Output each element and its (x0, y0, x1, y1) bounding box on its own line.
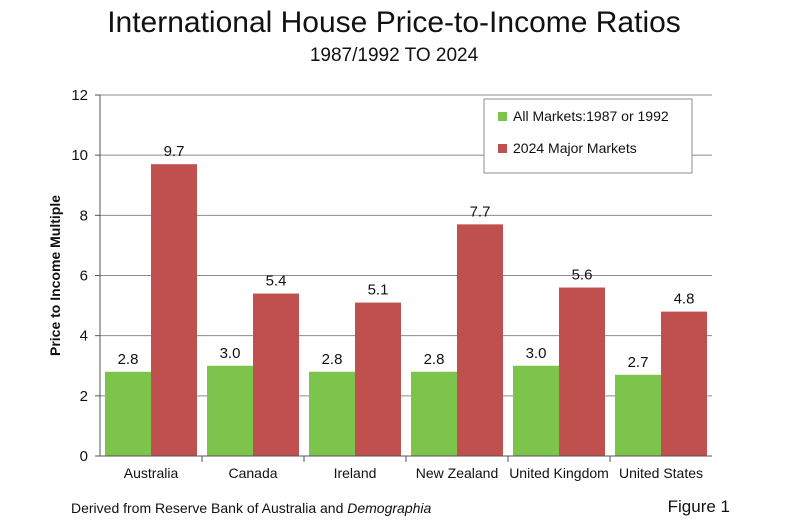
data-label: 9.7 (164, 143, 185, 160)
x-tick-label: Australia (124, 465, 179, 481)
x-tick-label: United Kingdom (509, 465, 609, 481)
bar (457, 224, 503, 456)
bar (615, 374, 661, 456)
y-tick-label: 0 (80, 448, 88, 465)
legend-swatch (498, 144, 507, 153)
chart-title: International House Price-to-Income Rati… (107, 6, 681, 39)
data-label: 5.6 (572, 267, 593, 284)
y-tick-label: 12 (71, 87, 88, 104)
axis-layer: 0 2 4 6 8 10 12 Price to Income Multiple Austral… (47, 87, 712, 481)
legend-label: All Markets:1987 or 1992 (513, 108, 669, 124)
data-label: 2.8 (424, 351, 445, 368)
legend-label: 2024 Major Markets (513, 140, 637, 156)
source-italic-text: Demographia (347, 500, 432, 516)
x-tick-label: Ireland (334, 465, 377, 481)
bar-layer: 2.8 9.7 3.0 5.4 2.8 5.1 2.8 7.7 3.0 5.6 2.7 4.8 (105, 143, 707, 457)
y-tick-label: 10 (71, 147, 88, 164)
data-label: 4.8 (674, 291, 695, 308)
legend-swatch (498, 112, 507, 121)
y-tick-label: 2 (80, 388, 88, 405)
data-label: 5.4 (266, 273, 287, 290)
legend: All Markets:1987 or 1992 2024 Major Marke… (483, 98, 693, 174)
grid-layer (100, 94, 712, 397)
source-note: Derived from Reserve Bank of Australia a… (71, 500, 431, 516)
y-axis-label: Price to Income Multiple (47, 195, 63, 356)
y-tick-label: 6 (80, 268, 88, 285)
bar (355, 302, 401, 456)
data-label: 3.0 (220, 345, 241, 362)
bar (513, 365, 559, 456)
data-label: 2.8 (322, 351, 343, 368)
bar (207, 365, 253, 456)
x-tick-label: New Zealand (416, 465, 499, 481)
bar (411, 371, 457, 456)
y-tick-label: 4 (80, 328, 88, 345)
source-text: Derived from Reserve Bank of Australia a… (71, 500, 348, 516)
bar (105, 371, 151, 456)
bar (151, 164, 197, 457)
x-tick-label: United States (619, 465, 703, 481)
data-label: 7.7 (470, 203, 491, 220)
chart-subtitle: 1987/1992 TO 2024 (309, 45, 479, 66)
figure-label: Figure 1 (667, 497, 730, 516)
bar (253, 293, 299, 456)
bar (309, 371, 355, 456)
bar (661, 311, 707, 456)
data-label: 5.1 (368, 282, 389, 299)
y-tick-label: 8 (80, 207, 88, 224)
bar (559, 287, 605, 456)
data-label: 3.0 (526, 345, 547, 362)
x-tick-label: Canada (228, 465, 277, 481)
legend-box (483, 98, 693, 174)
data-label: 2.7 (628, 354, 649, 371)
data-label: 2.8 (118, 351, 139, 368)
